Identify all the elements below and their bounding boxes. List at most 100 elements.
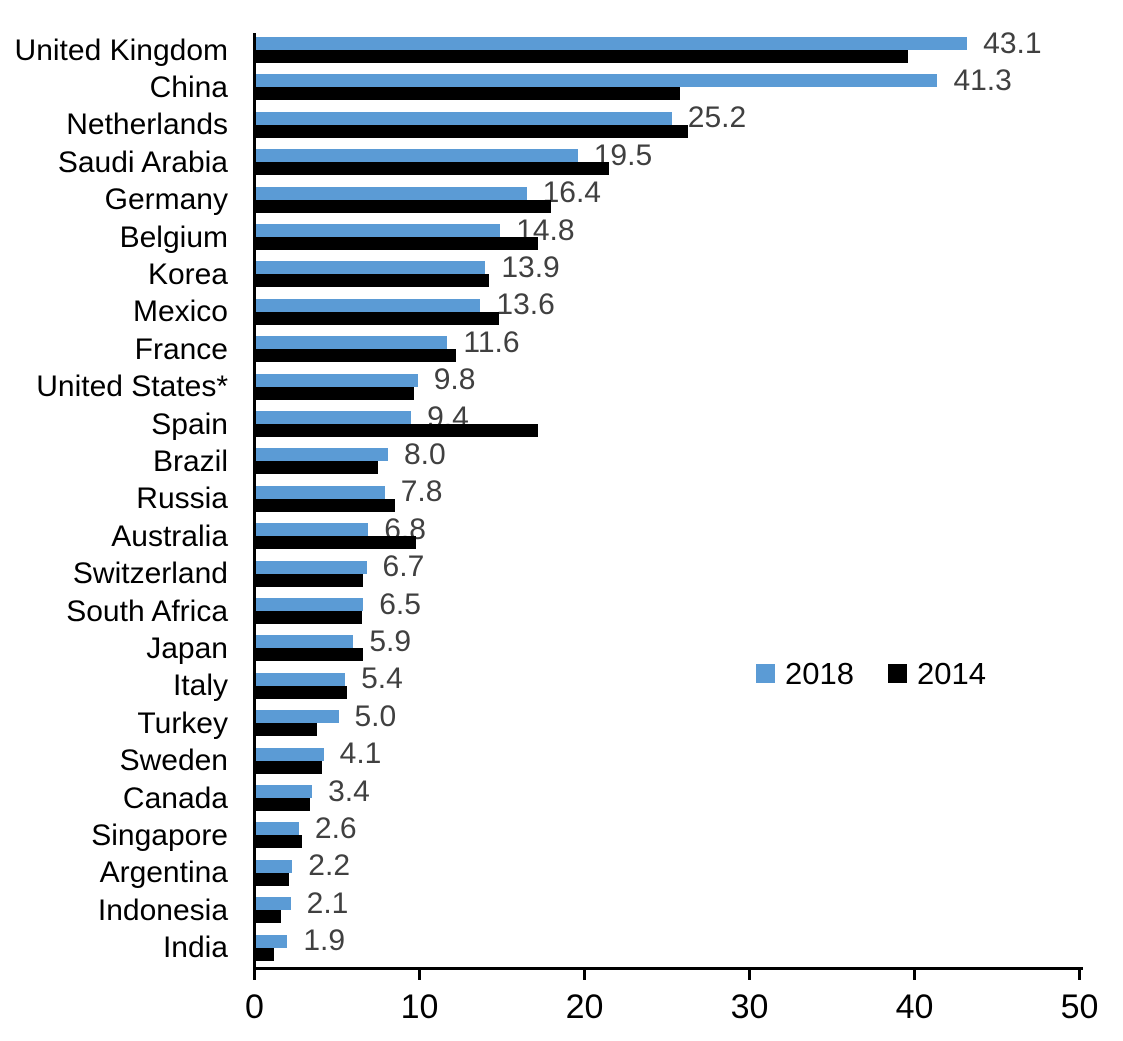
category-label: Netherlands — [66, 108, 228, 142]
bar-2014 — [256, 162, 610, 176]
legend-label-2018: 2018 — [785, 656, 854, 691]
value-label-2018: 13.9 — [501, 250, 560, 284]
bar-2018 — [256, 635, 354, 649]
bar-2014 — [256, 573, 364, 587]
category-label: Spain — [151, 407, 228, 441]
bar-2014 — [256, 237, 539, 250]
value-label-2018: 5.9 — [369, 624, 412, 658]
bar-2014 — [256, 648, 364, 662]
bar-2014 — [256, 349, 456, 363]
category-label: Saudi Arabia — [57, 145, 228, 179]
bar-2018 — [256, 560, 367, 574]
category-label: South Africa — [66, 594, 228, 628]
bar-2014 — [256, 311, 499, 325]
value-label-2018: 1.9 — [303, 924, 346, 958]
category-label: Germany — [104, 183, 228, 217]
category-label: United States* — [36, 370, 228, 404]
value-label-2018: 5.0 — [354, 699, 397, 733]
bar-2018 — [256, 785, 313, 798]
bar-2018 — [256, 298, 481, 312]
category-label: France — [134, 332, 228, 366]
bar-2014 — [256, 124, 689, 138]
value-label-2018: 9.8 — [433, 363, 476, 397]
value-label-2018: 4.1 — [339, 737, 382, 771]
bar-2018 — [256, 485, 385, 499]
y-axis-line — [253, 33, 256, 970]
category-label: Australia — [111, 519, 228, 553]
bar-2018 — [256, 859, 293, 873]
bar-2018 — [256, 523, 369, 537]
value-label-2018: 25.2 — [687, 101, 747, 135]
bar-2018 — [256, 411, 412, 424]
bar-2014 — [256, 835, 303, 849]
bar-2014 — [256, 536, 417, 550]
bar-2014 — [256, 611, 362, 624]
category-label: Russia — [136, 482, 228, 516]
category-label: Italy — [172, 669, 228, 703]
category-label: Indonesia — [97, 893, 228, 927]
category-label: Korea — [147, 257, 228, 291]
bar-2018 — [256, 149, 578, 163]
legend-item-2018: 2018 — [756, 658, 854, 689]
value-label-2018: 2.2 — [308, 849, 351, 883]
bar-2018 — [256, 672, 346, 686]
category-label: Canada — [122, 781, 228, 815]
x-tick-label: 30 — [730, 988, 769, 1026]
x-tick-label: 10 — [400, 988, 439, 1026]
legend: 2018 2014 — [756, 658, 986, 689]
category-label: United Kingdom — [14, 33, 228, 67]
bar-2018 — [256, 448, 388, 462]
value-label-2018: 8.0 — [404, 437, 446, 471]
legend-label-2014: 2014 — [916, 656, 986, 691]
bar-2014 — [256, 760, 322, 774]
bar-2014 — [256, 798, 311, 811]
bar-2014 — [256, 199, 552, 213]
x-tick-mark — [1078, 968, 1081, 980]
bar-2014 — [256, 685, 347, 699]
value-label-2018: 7.8 — [400, 475, 443, 509]
bar-2014 — [256, 947, 275, 961]
value-label-2018: 16.4 — [542, 176, 601, 210]
bar-2018 — [256, 74, 938, 88]
category-label: Turkey — [137, 706, 228, 740]
category-label: Mexico — [132, 295, 228, 329]
bar-2018 — [256, 934, 288, 948]
bar-2018 — [256, 598, 364, 611]
bar-2018 — [256, 224, 501, 237]
bar-2018 — [256, 710, 339, 724]
bar-2018 — [256, 747, 324, 761]
x-tick-label: 40 — [895, 988, 934, 1026]
x-tick-label: 20 — [565, 988, 604, 1026]
bar-2018 — [256, 111, 672, 125]
category-label: Japan — [146, 631, 228, 665]
category-label: Argentina — [99, 856, 228, 890]
bar-2018 — [256, 186, 527, 200]
value-label-2018: 2.6 — [314, 811, 357, 845]
x-tick-mark — [748, 968, 751, 980]
bar-2018 — [256, 261, 486, 275]
bar-2014 — [256, 50, 908, 63]
bar-2014 — [256, 424, 539, 437]
bar-2014 — [256, 386, 415, 400]
category-label: China — [149, 70, 228, 104]
x-tick-mark — [913, 968, 916, 980]
value-label-2018: 5.4 — [361, 662, 403, 696]
x-tick-mark — [418, 968, 421, 980]
bar-2014 — [256, 498, 395, 512]
bar-2014 — [256, 461, 379, 475]
category-label: Singapore — [91, 818, 228, 852]
value-label-2018: 43.1 — [983, 26, 1042, 60]
bar-2014 — [256, 87, 681, 101]
value-label-2018: 2.1 — [306, 886, 349, 920]
value-label-2018: 6.7 — [382, 550, 425, 584]
bar-2018 — [256, 336, 448, 350]
category-label: Belgium — [119, 220, 228, 254]
x-axis-line — [253, 967, 1083, 970]
value-label-2018: 3.4 — [328, 774, 370, 808]
value-label-2018: 13.6 — [496, 288, 555, 322]
legend-item-2014: 2014 — [887, 656, 986, 691]
value-label-2018: 41.3 — [953, 63, 1012, 97]
category-label: Brazil — [152, 444, 228, 478]
x-tick-label: 0 — [245, 988, 264, 1026]
